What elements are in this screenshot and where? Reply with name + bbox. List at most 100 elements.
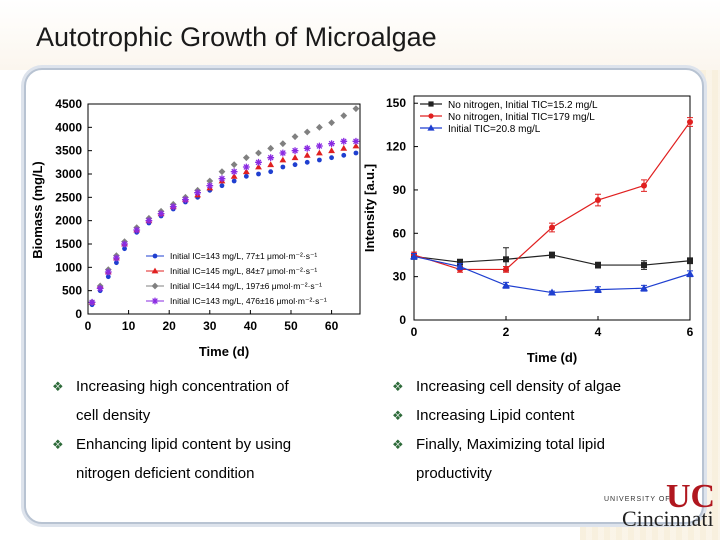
data-point — [549, 224, 555, 231]
data-point — [231, 178, 237, 184]
data-point — [219, 183, 225, 189]
bullet-right-3-line2: productivity — [416, 465, 492, 482]
y-tick-label: 120 — [386, 140, 406, 154]
data-point — [96, 284, 104, 292]
x-tick-label: 60 — [325, 319, 339, 333]
intensity-plot-frame — [413, 95, 691, 321]
data-point — [291, 133, 299, 141]
logo-mark: UC — [666, 478, 716, 515]
y-tick-label: 90 — [393, 183, 407, 197]
data-point — [230, 168, 238, 176]
x-tick-label: 20 — [163, 319, 177, 333]
bullet-right-3-line1: Finally, Maximizing total lipid — [416, 436, 605, 453]
legend-entry: Initial TIC=20.8 mg/L — [448, 124, 541, 135]
bullet-diamond-icon: ❖ — [52, 437, 64, 452]
data-point — [503, 256, 509, 263]
legend-entry: No nitrogen, Initial TIC=15.2 mg/L — [448, 100, 598, 111]
data-point — [549, 251, 555, 258]
bullet-diamond-icon: ❖ — [392, 408, 404, 423]
intensity-y-axis-label: Intensity [a.u.] — [362, 164, 377, 252]
university-logo: UC UNIVERSITY OF Cincinnati — [604, 478, 716, 534]
data-point — [218, 175, 226, 183]
biomass-y-axis-label: Biomass (mg/L) — [30, 161, 45, 259]
data-point — [121, 240, 128, 248]
data-point — [456, 262, 464, 270]
data-point — [291, 147, 299, 155]
data-point — [206, 177, 214, 185]
data-point — [104, 268, 112, 276]
data-point — [410, 252, 418, 260]
y-tick-label: 3000 — [55, 167, 82, 181]
data-point — [113, 254, 120, 262]
data-point — [304, 159, 310, 165]
data-point — [687, 119, 693, 126]
data-point — [267, 154, 275, 162]
data-point — [291, 154, 299, 161]
y-tick-label: 2000 — [55, 214, 82, 228]
y-tick-label: 3500 — [55, 144, 82, 158]
legend-entry: Initial IC=145 mg/L, 84±7 μmol·m⁻²·s⁻¹ — [170, 266, 317, 276]
data-point — [328, 140, 335, 148]
biomass-chart: 0 500 1000 1500 2000 2500 3000 3500 4000 4500 0 10… — [30, 97, 361, 359]
data-point — [641, 182, 647, 189]
logo-name: Cincinnati — [622, 506, 714, 531]
data-point — [242, 163, 250, 171]
bullet-diamond-icon: ❖ — [392, 379, 404, 394]
bullet-left-2-line2: nitrogen deficient condition — [76, 465, 255, 482]
x-tick-label: 2 — [503, 325, 510, 339]
data-point — [230, 161, 238, 169]
data-point — [255, 158, 262, 166]
x-tick-label: 0 — [411, 325, 418, 339]
data-point — [279, 156, 287, 163]
bullet-left-1-line1: Increasing high concentration of — [76, 378, 289, 395]
data-point — [268, 169, 274, 175]
data-point — [114, 260, 119, 266]
data-point — [641, 262, 647, 269]
data-point — [194, 189, 202, 197]
data-point — [317, 157, 322, 163]
data-point — [267, 144, 275, 152]
biomass-plot-frame — [87, 103, 361, 315]
data-point — [352, 137, 360, 145]
logo-small-text: UNIVERSITY OF — [604, 496, 671, 503]
data-point — [594, 285, 602, 293]
data-point — [341, 152, 347, 158]
intensity-chart: 0 30 60 90 120 150 0 2 4 6 No nitrogen, Initial … — [362, 95, 694, 365]
data-point — [687, 257, 693, 264]
x-tick-label: 30 — [203, 319, 217, 333]
data-point — [686, 269, 694, 277]
intensity-x-axis-label: Time (d) — [527, 350, 577, 365]
data-point — [279, 149, 287, 157]
y-tick-label: 150 — [386, 96, 406, 110]
legend-entry: Initial IC=143 mg/L, 77±1 μmol·m⁻²·s⁻¹ — [170, 251, 317, 261]
data-point — [279, 140, 287, 148]
x-tick-label: 10 — [122, 319, 136, 333]
data-point — [316, 142, 323, 150]
data-point — [267, 161, 275, 168]
data-point — [595, 197, 601, 204]
data-point — [353, 150, 359, 156]
data-point — [88, 298, 96, 306]
data-point — [218, 168, 226, 176]
data-point — [242, 168, 250, 175]
data-point — [340, 112, 348, 120]
x-tick-label: 6 — [687, 325, 694, 339]
data-point — [548, 288, 556, 296]
y-tick-label: 60 — [393, 226, 407, 240]
data-point — [502, 281, 510, 289]
data-point — [145, 217, 153, 225]
legend-marker — [151, 297, 159, 305]
data-point — [503, 266, 509, 273]
bullet-diamond-icon: ❖ — [392, 437, 404, 452]
y-tick-label: 30 — [393, 270, 407, 284]
bullet-diamond-icon: ❖ — [52, 379, 64, 394]
data-point — [328, 147, 335, 154]
slide-title: Autotrophic Growth of Microalgae — [36, 22, 437, 52]
legend-marker — [152, 253, 158, 259]
data-point — [303, 128, 311, 136]
data-point — [292, 162, 298, 168]
x-tick-label: 40 — [244, 319, 258, 333]
y-tick-label: 4000 — [55, 120, 82, 134]
x-tick-label: 0 — [85, 319, 92, 333]
